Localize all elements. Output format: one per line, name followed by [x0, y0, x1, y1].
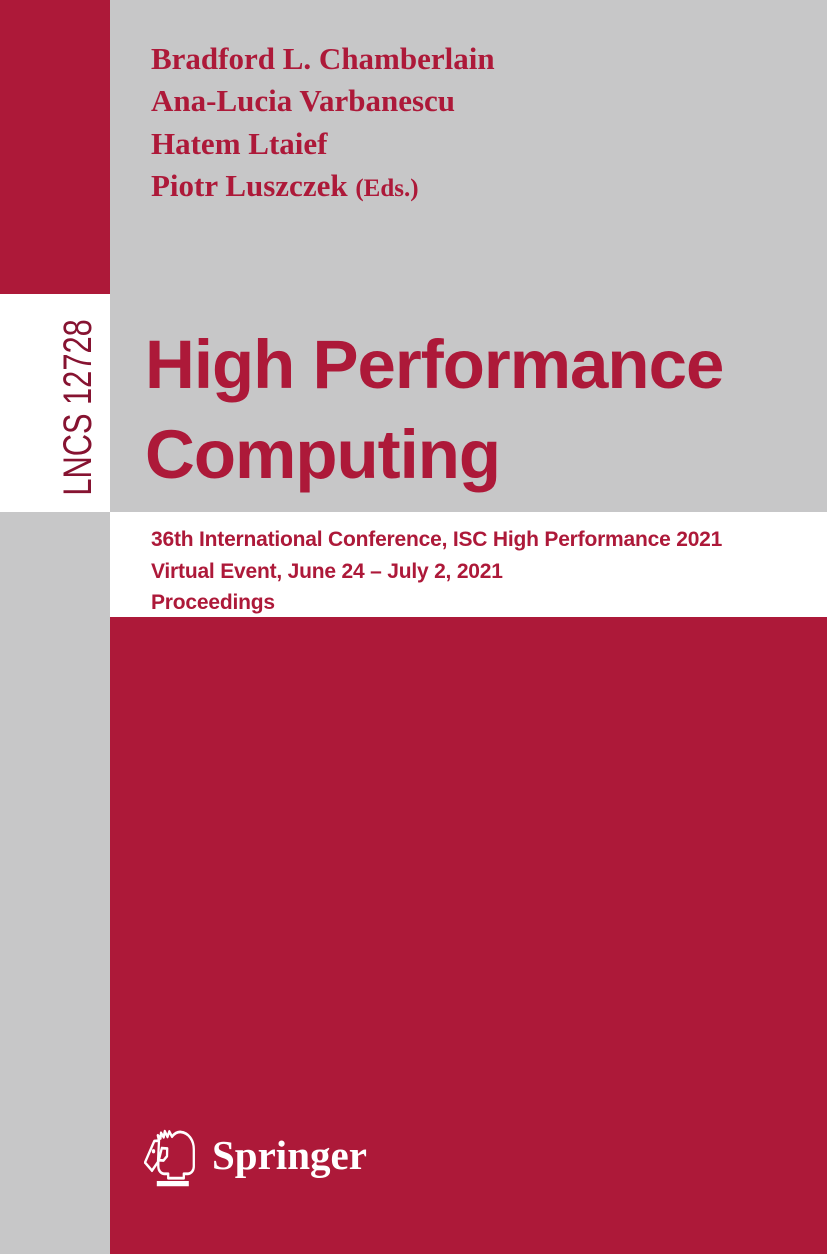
svg-text:Springer: Springer — [212, 1132, 367, 1178]
